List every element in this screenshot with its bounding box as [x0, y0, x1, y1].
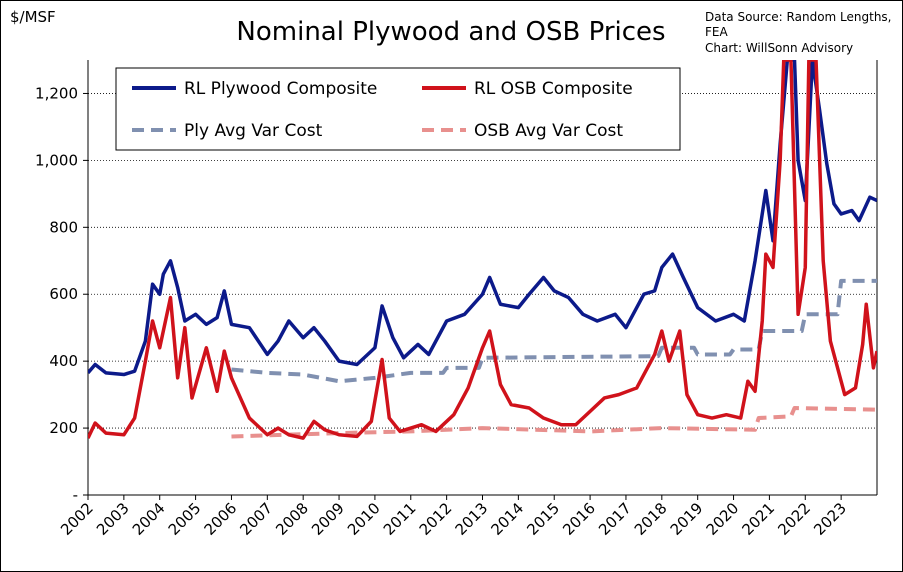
legend-label: RL OSB Composite	[474, 79, 633, 99]
x-tick-label: 2006	[201, 499, 241, 539]
y-tick-label: -	[73, 486, 78, 504]
x-tick-label: 2003	[93, 499, 133, 539]
x-tick-label: 2011	[380, 499, 420, 539]
x-tick-label: 2014	[487, 499, 527, 539]
series-line	[88, 60, 877, 440]
x-tick-label: 2013	[452, 499, 492, 539]
series-group	[88, 60, 877, 440]
series-line	[231, 278, 877, 384]
series-line	[231, 406, 877, 439]
x-tick-label: 2008	[272, 499, 312, 539]
legend-box	[115, 67, 681, 151]
y-tick-label: 600	[49, 285, 78, 303]
y-axis-label: $/MSF	[10, 8, 56, 26]
x-tick-label: 2018	[631, 499, 671, 539]
y-tick-label: 1,000	[35, 151, 78, 169]
legend-label: RL Plywood Composite	[184, 79, 377, 99]
x-tick-label: 2016	[559, 499, 599, 539]
y-tick-label: 200	[49, 419, 78, 437]
y-tick-label: 800	[49, 218, 78, 236]
x-tick-label: 2020	[703, 499, 743, 539]
annotation: FEA	[705, 25, 728, 39]
legend-label: Ply Avg Var Cost	[184, 121, 323, 141]
annotation: Data Source: Random Lengths,	[705, 10, 892, 24]
x-tick-label: 2005	[165, 499, 205, 539]
x-tick-label: 2023	[810, 499, 850, 539]
x-tick-label: 2019	[667, 499, 707, 539]
chart-title: Nominal Plywood and OSB Prices	[236, 17, 665, 47]
x-tick-label: 2009	[308, 499, 348, 539]
legend-label: OSB Avg Var Cost	[474, 121, 623, 141]
annotation: Chart: WillSonn Advisory	[705, 41, 853, 55]
x-tick-label: 2010	[344, 499, 384, 539]
x-tick-label: 2012	[416, 499, 456, 539]
x-tick-label: 2004	[129, 499, 169, 539]
series-line	[88, 60, 877, 377]
y-tick-label: 1,200	[35, 84, 78, 102]
x-tick-label: 2021	[739, 499, 779, 539]
y-tick-label: 400	[49, 352, 78, 370]
x-tick-label: 2002	[57, 499, 97, 539]
x-tick-label: 2015	[523, 499, 563, 539]
x-tick-label: 2007	[236, 499, 276, 539]
x-tick-label: 2022	[774, 499, 814, 539]
x-tick-label: 2017	[595, 499, 635, 539]
